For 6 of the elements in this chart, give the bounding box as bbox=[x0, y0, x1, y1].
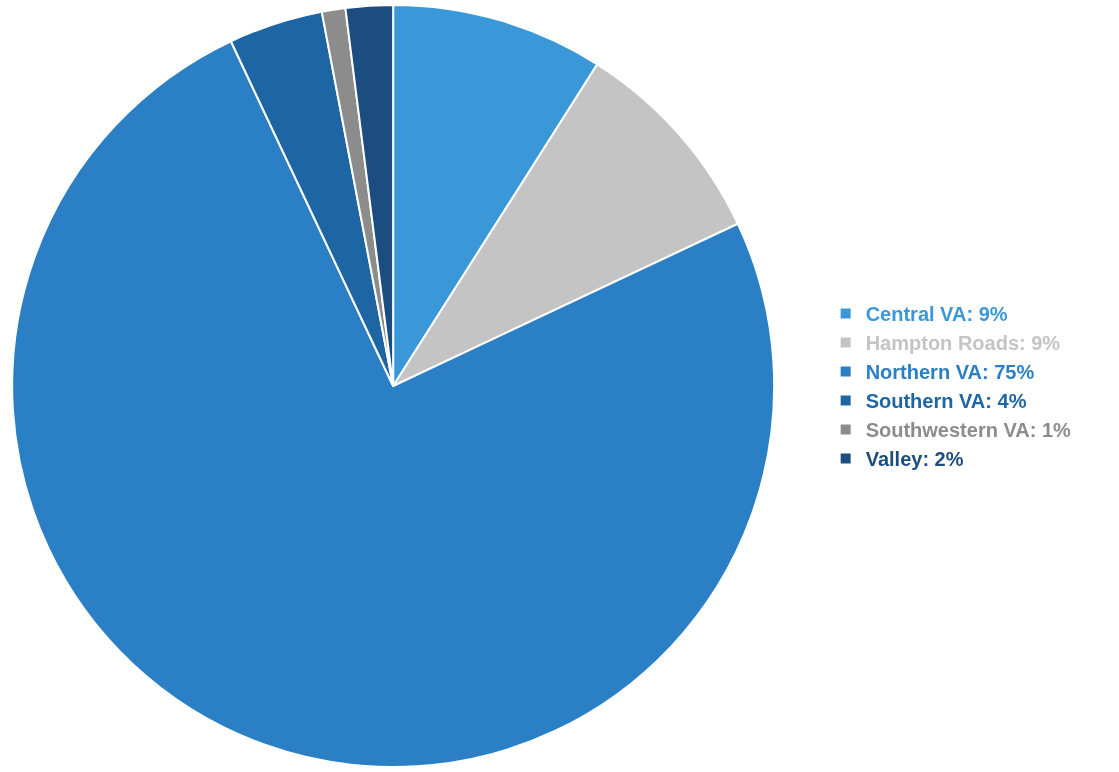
legend-label: Central VA: 9% bbox=[865, 303, 1008, 326]
legend-label: Northern VA: 75% bbox=[865, 361, 1035, 384]
legend-label: Hampton Roads: 9% bbox=[865, 332, 1061, 355]
legend-label: Southwestern VA: 1% bbox=[865, 419, 1072, 442]
legend-label: Valley: 2% bbox=[865, 448, 964, 471]
legend-label: Southern VA: 4% bbox=[865, 390, 1027, 413]
